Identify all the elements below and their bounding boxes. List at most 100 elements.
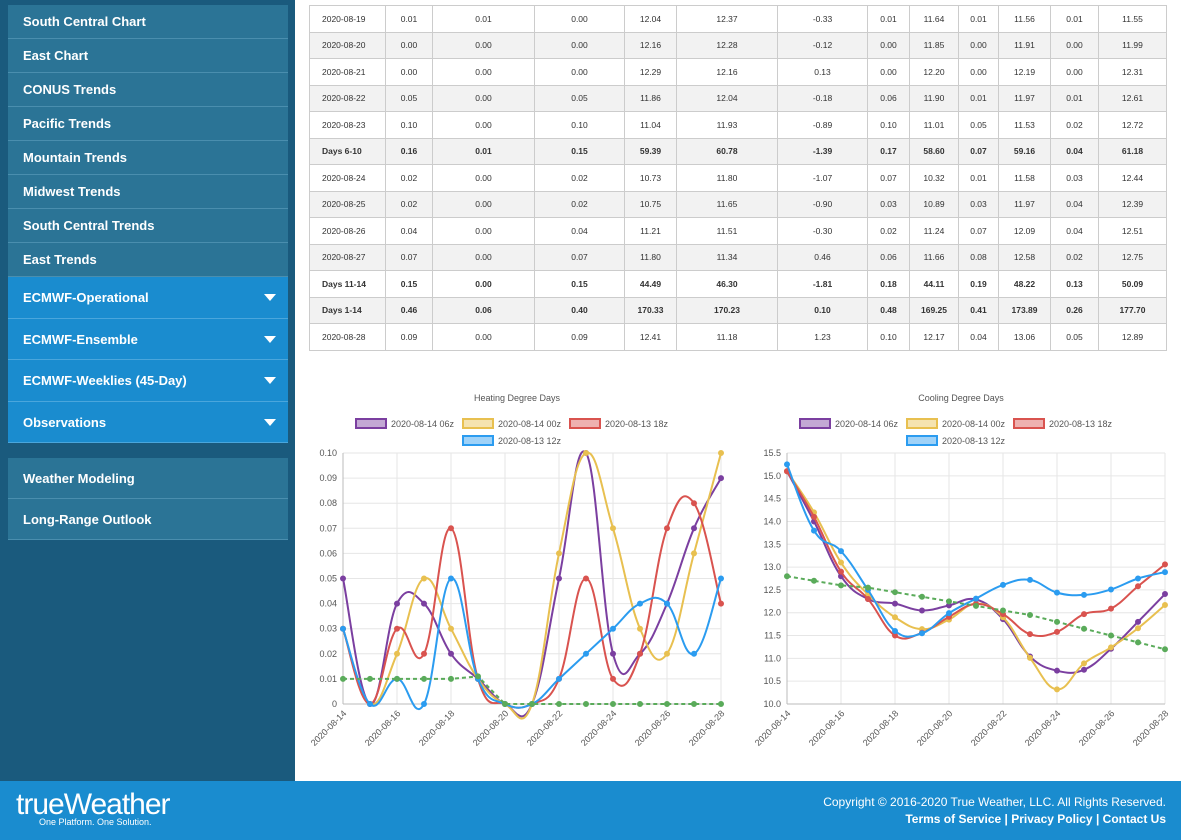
table-cell: 59.16 [998, 137, 1051, 165]
contact-link[interactable]: Contact Us [1102, 812, 1166, 826]
y-tick-label: 14.0 [763, 516, 781, 526]
table-cell: 0.00 [432, 323, 535, 351]
table-cell: 0.00 [432, 217, 535, 245]
table-cell: 173.89 [998, 296, 1051, 324]
legend-label: 2020-08-14 06z [835, 419, 899, 429]
data-point [1081, 611, 1087, 618]
dropdown-label: ECMWF-Operational [23, 290, 149, 305]
sidebar-chart-list: South Central Chart East Chart CONUS Tre… [8, 5, 288, 443]
sidebar-item-weather-modeling[interactable]: Weather Modeling [8, 458, 288, 499]
x-tick-label: 2020-08-18 [861, 708, 901, 748]
data-point [1000, 607, 1006, 614]
x-tick-label: 2020-08-22 [969, 708, 1009, 748]
privacy-link[interactable]: Privacy Policy [1011, 812, 1093, 826]
data-point [718, 475, 724, 482]
table-cell: 12.16 [676, 58, 778, 86]
table-cell: 0.03 [958, 190, 999, 218]
dropdown-ecmwf-operational[interactable]: ECMWF-Operational [8, 277, 288, 319]
legend-item: 2020-08-13 12z [462, 435, 562, 446]
data-point [946, 598, 952, 605]
chart-title: Heating Degree Days [474, 393, 561, 403]
table-cell: 0.05 [958, 111, 999, 139]
table-cell: 0.13 [1050, 270, 1099, 298]
table-cell: -0.18 [777, 84, 868, 112]
table-cell: 0.10 [867, 111, 910, 139]
legend-item: 2020-08-14 00z [462, 418, 562, 429]
table-cell: 12.58 [998, 243, 1051, 271]
data-point [475, 673, 481, 680]
table-cell: 0.00 [385, 58, 433, 86]
dropdown-ecmwf-weeklies[interactable]: ECMWF-Weeklies (45-Day) [8, 360, 288, 402]
legend-label: 2020-08-13 12z [498, 436, 562, 446]
sidebar-item-pacific-trends[interactable]: Pacific Trends [8, 107, 288, 141]
table-cell: 0.04 [1050, 137, 1099, 165]
sidebar-item-south-central-chart[interactable]: South Central Chart [8, 5, 288, 39]
table-cell: 0.01 [958, 5, 999, 33]
table-row: 2020-08-23 0.10 0.00 0.10 11.04 11.93 -0.89 0.1… [309, 111, 1167, 139]
table-cell: 0.00 [432, 58, 535, 86]
data-point [610, 525, 616, 532]
separator: | [1004, 812, 1008, 826]
sidebar-item-east-chart[interactable]: East Chart [8, 39, 288, 73]
table-cell: 12.75 [1098, 243, 1167, 271]
data-point [1162, 561, 1168, 568]
table-cell: 0.10 [534, 111, 625, 139]
sidebar-item-midwest-trends[interactable]: Midwest Trends [8, 175, 288, 209]
sidebar-item-mountain-trends[interactable]: Mountain Trends [8, 141, 288, 175]
data-point [1108, 632, 1114, 639]
data-point [1054, 667, 1060, 674]
data-point [919, 593, 925, 600]
table-cell: 12.41 [624, 323, 677, 351]
series-line [342, 450, 722, 718]
table-cell: 0.00 [534, 58, 625, 86]
table-cell: 0.07 [534, 243, 625, 271]
data-point [664, 525, 670, 532]
data-point [811, 577, 817, 584]
table-cell: 60.78 [676, 137, 778, 165]
table-cell: 2020-08-25 [309, 190, 386, 218]
data-point [1108, 644, 1114, 651]
table-cell: 12.16 [624, 31, 677, 59]
y-tick-label: 0.02 [319, 649, 337, 659]
x-tick-label: 2020-08-20 [915, 708, 955, 748]
data-point [718, 575, 724, 582]
table-cell: 12.31 [1098, 58, 1167, 86]
data-point [664, 701, 670, 707]
y-tick-label: 0.09 [319, 473, 337, 483]
sidebar-item-long-range-outlook[interactable]: Long-Range Outlook [8, 499, 288, 540]
table-cell: 2020-08-22 [309, 84, 386, 112]
table-cell: 0.02 [1050, 243, 1099, 271]
legend-swatch [462, 435, 494, 446]
table-cell: -0.90 [777, 190, 868, 218]
table-cell: -0.12 [777, 31, 868, 59]
data-point [691, 500, 697, 507]
terms-link[interactable]: Terms of Service [905, 812, 1002, 826]
data-point [448, 675, 454, 682]
table-cell: 0.40 [534, 296, 625, 324]
y-tick-label: 15.5 [763, 448, 781, 458]
table-cell: 0.05 [1050, 323, 1099, 351]
table-cell: 0.02 [385, 164, 433, 192]
dropdown-ecmwf-ensemble[interactable]: ECMWF-Ensemble [8, 318, 288, 360]
table-cell: -0.30 [777, 217, 868, 245]
x-tick-label: 2020-08-20 [471, 708, 511, 748]
data-point [865, 584, 871, 591]
table-cell: 0.00 [534, 31, 625, 59]
sidebar-item-east-trends[interactable]: East Trends [8, 243, 288, 277]
data-point [610, 625, 616, 632]
data-point [892, 627, 898, 634]
legend-item: 2020-08-13 12z [906, 435, 1006, 446]
sidebar-item-south-central-trends[interactable]: South Central Trends [8, 209, 288, 243]
y-tick-label: 0.04 [319, 599, 337, 609]
dropdown-observations[interactable]: Observations [8, 401, 288, 443]
table-cell: 0.00 [958, 58, 999, 86]
x-tick-label: 2020-08-24 [579, 708, 619, 748]
table-row: 2020-08-25 0.02 0.00 0.02 10.75 11.65 -0.90 0.0… [309, 190, 1167, 218]
series-line [342, 577, 722, 710]
table-cell: 12.61 [1098, 84, 1167, 112]
data-point [448, 575, 454, 582]
data-point [556, 550, 562, 557]
sidebar-item-conus-trends[interactable]: CONUS Trends [8, 73, 288, 107]
y-tick-label: 0.03 [319, 624, 337, 634]
data-point [691, 550, 697, 557]
